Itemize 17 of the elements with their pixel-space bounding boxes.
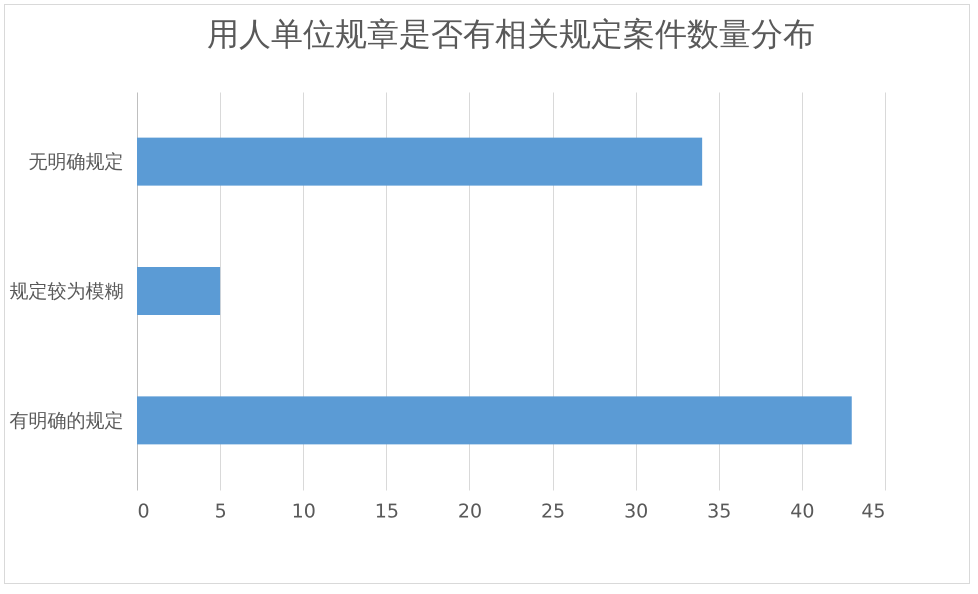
- x-tick-label: 5: [214, 500, 227, 522]
- x-tick-label: 30: [624, 500, 648, 522]
- bar: [137, 138, 702, 186]
- x-tick-label: 15: [374, 500, 399, 522]
- bar: [137, 267, 220, 315]
- x-tick-label: 10: [292, 500, 316, 522]
- bar: [137, 396, 852, 444]
- y-tick-label: 有明确的规定: [10, 410, 124, 432]
- x-tick-label: 45: [861, 500, 886, 522]
- x-tick-label: 25: [540, 500, 566, 522]
- x-tick-label: 0: [138, 500, 150, 522]
- x-tick-label: 40: [790, 500, 814, 522]
- y-tick-label: 规定较为模糊: [10, 280, 124, 302]
- y-tick-label: 无明确规定: [28, 151, 124, 174]
- x-tick-label: 35: [707, 500, 732, 522]
- chart-title: 用人单位规章是否有相关规定案件数量分布: [207, 15, 815, 53]
- x-tick-label: 20: [458, 500, 482, 522]
